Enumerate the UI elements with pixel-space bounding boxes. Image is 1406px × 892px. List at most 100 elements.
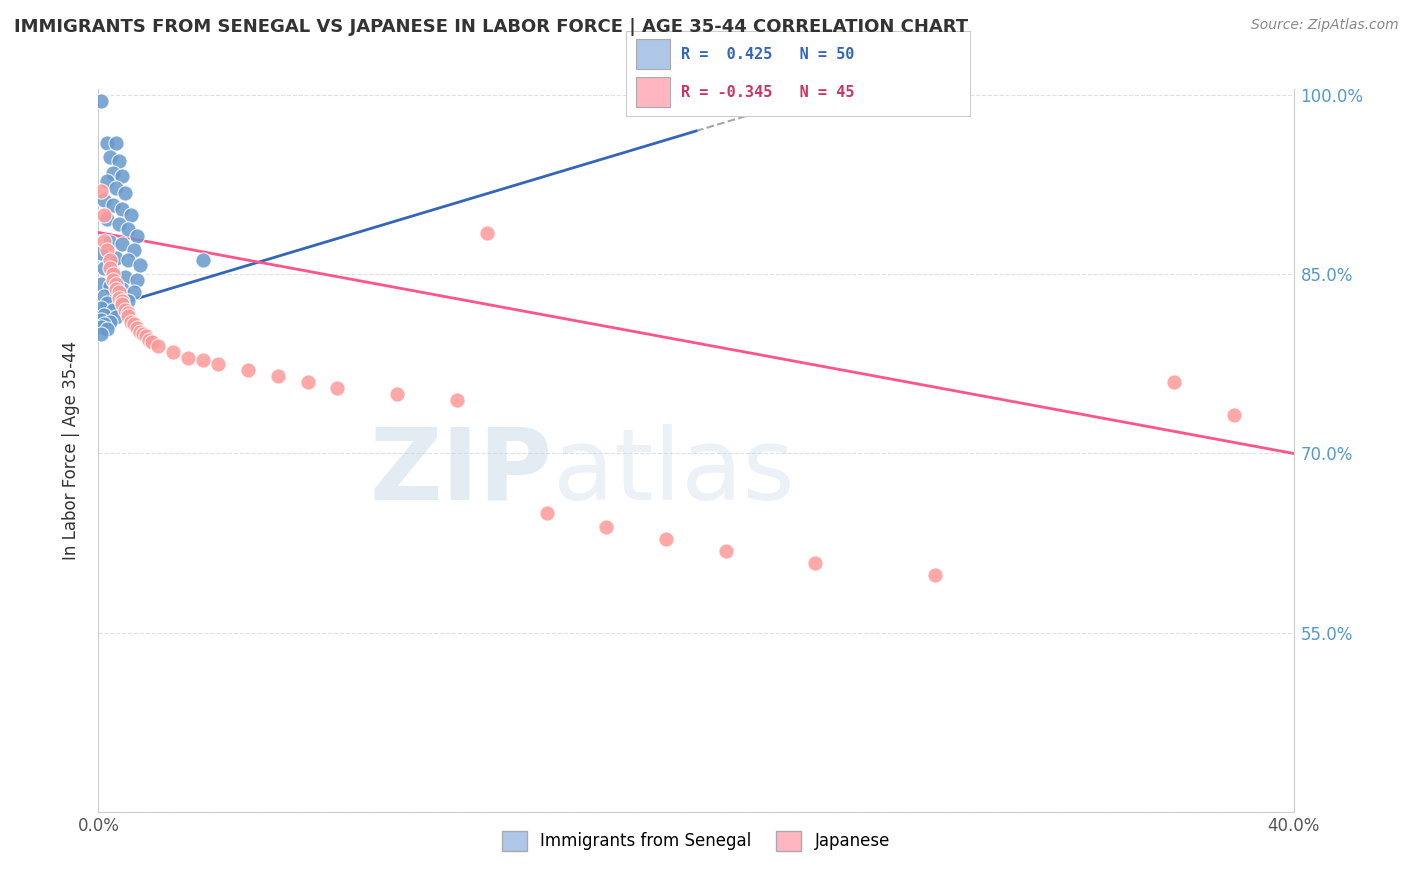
Text: ZIP: ZIP [370,424,553,521]
Point [236,363,259,377]
Point [90,326,112,341]
Point [326,381,349,395]
Point [536,506,558,520]
Point [111,237,134,252]
Point [655,533,678,547]
Point [98,235,122,249]
Point [90,301,112,315]
Point [207,357,229,371]
Point [138,333,160,347]
Point [135,329,157,343]
Point [105,251,128,265]
Point [162,345,184,359]
Point [90,94,112,108]
Point [267,368,290,383]
Point [114,303,136,318]
Point [124,318,146,332]
Point [105,181,128,195]
Point [924,568,946,582]
Point [96,244,118,258]
Point [105,310,128,325]
Point [93,194,115,208]
Point [127,321,149,335]
Point [103,273,125,287]
Point [132,326,155,341]
Point [98,261,122,276]
Text: R = -0.345   N = 45: R = -0.345 N = 45 [681,85,855,100]
Point [804,557,827,571]
Point [103,265,125,279]
Text: atlas: atlas [553,424,794,521]
Point [124,244,146,258]
Point [117,305,139,319]
Point [98,279,122,293]
Point [111,282,134,296]
Point [90,312,112,326]
Point [108,153,131,168]
Point [111,169,134,184]
Point [595,520,617,534]
Point [93,234,115,248]
Point [105,277,128,291]
Point [141,335,163,350]
Point [129,325,152,339]
Point [191,353,214,368]
Point [111,202,134,216]
Point [1163,375,1185,389]
Point [93,308,115,322]
Point [177,351,200,365]
Y-axis label: In Labor Force | Age 35-44: In Labor Force | Age 35-44 [62,341,80,560]
Point [117,222,139,236]
Point [114,305,136,319]
Point [90,184,112,198]
Point [90,319,112,334]
Point [127,229,149,244]
Point [108,285,131,300]
Point [98,315,122,329]
Point [114,269,136,284]
Point [96,136,118,150]
Point [120,208,142,222]
Bar [636,39,671,70]
Point [90,245,112,260]
Point [98,252,122,267]
Point [108,298,131,312]
Point [714,544,737,558]
Point [111,297,134,311]
Point [93,261,115,276]
Point [96,212,118,227]
Point [108,217,131,231]
Point [105,136,128,150]
Bar [636,77,671,108]
Point [96,322,118,336]
Point [124,285,146,300]
Point [120,315,142,329]
Text: R =  0.425   N = 50: R = 0.425 N = 50 [681,46,855,62]
Point [446,392,468,407]
Point [105,282,128,296]
Point [90,277,112,291]
Point [191,252,214,267]
Point [103,198,125,212]
Point [117,309,139,323]
Point [103,303,125,318]
Point [96,174,118,188]
Point [108,291,131,305]
Point [475,226,498,240]
Text: Source: ZipAtlas.com: Source: ZipAtlas.com [1251,18,1399,32]
Point [117,252,139,267]
Point [98,150,122,164]
Point [129,258,152,272]
Point [385,386,409,401]
Point [117,293,139,308]
Point [111,293,134,308]
Point [93,289,115,303]
Point [103,268,125,282]
Point [297,375,319,389]
Text: IMMIGRANTS FROM SENEGAL VS JAPANESE IN LABOR FORCE | AGE 35-44 CORRELATION CHART: IMMIGRANTS FROM SENEGAL VS JAPANESE IN L… [14,18,969,36]
Legend: Immigrants from Senegal, Japanese: Immigrants from Senegal, Japanese [495,824,897,857]
Point [105,291,128,305]
Point [148,339,170,353]
Point [93,318,115,332]
Point [103,166,125,180]
